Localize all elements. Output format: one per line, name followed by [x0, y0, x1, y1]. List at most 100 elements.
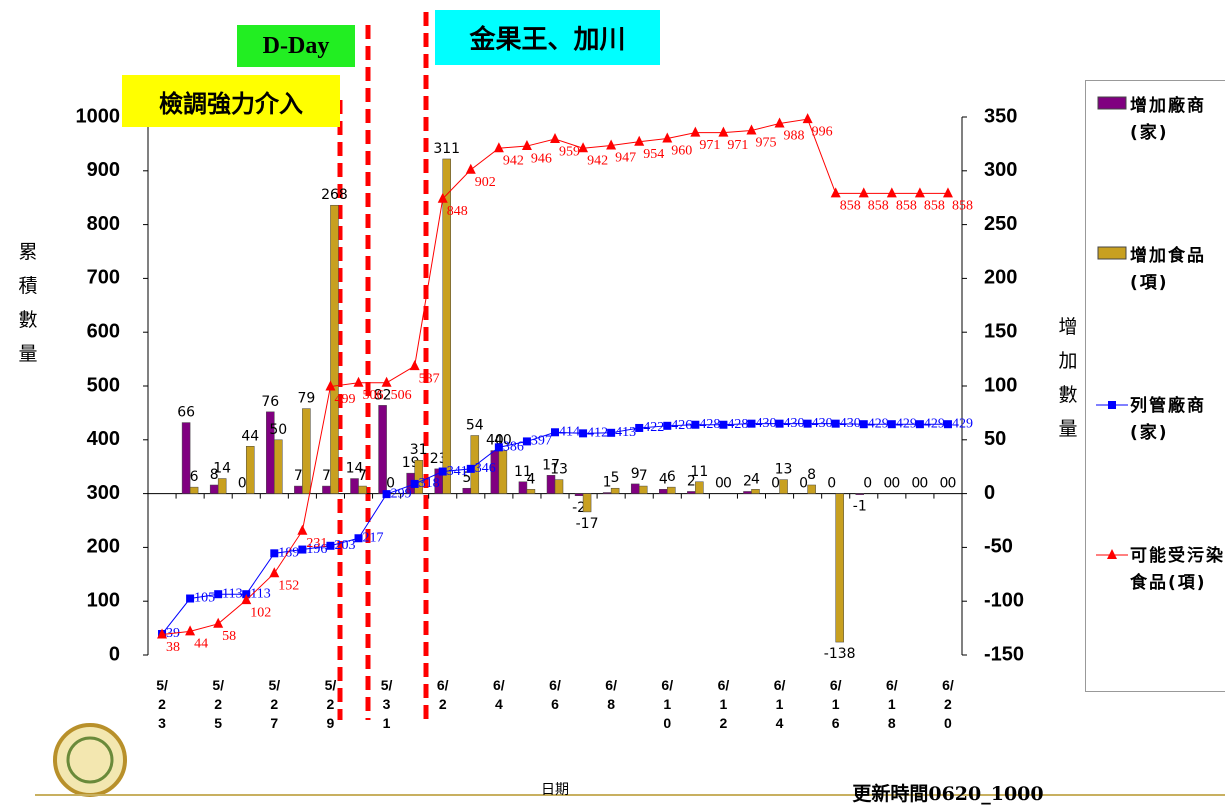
x-tick-label: 5/31	[381, 676, 393, 733]
data-label: 397	[531, 434, 552, 449]
data-label: 231	[306, 536, 327, 551]
data-label: 318	[419, 476, 440, 491]
data-label: 13	[775, 462, 793, 478]
legend-swatch	[1096, 393, 1130, 413]
data-label: 506	[363, 388, 384, 403]
data-label: 5	[611, 470, 620, 486]
marker	[467, 465, 475, 473]
y2-tick-label: -50	[984, 536, 1013, 558]
data-label: 113	[222, 586, 242, 601]
legend-swatch	[1096, 543, 1130, 563]
marker	[523, 437, 531, 445]
legend-label: 列管廠商(家)	[1130, 393, 1225, 447]
bar	[808, 485, 816, 494]
x-tick-label: 5/29	[324, 676, 336, 733]
bar	[463, 488, 471, 493]
data-label: 428	[699, 417, 720, 432]
data-label: 44	[194, 637, 208, 652]
bar	[575, 494, 583, 496]
data-label: 7	[294, 468, 303, 484]
update-time: 更新時間0620_1000	[852, 782, 1043, 805]
data-label: 299	[391, 486, 412, 501]
data-label: 0	[919, 476, 928, 492]
data-label: 386	[503, 440, 524, 455]
data-label: 506	[391, 388, 412, 403]
bar	[330, 205, 338, 493]
bar	[210, 485, 218, 494]
data-label: 311	[433, 141, 460, 157]
data-label: 4	[751, 471, 760, 487]
y2-tick-label: 0	[984, 482, 995, 504]
marker	[831, 187, 841, 197]
y2-tick-label: 50	[984, 428, 1006, 450]
bar	[836, 494, 844, 642]
marker	[634, 136, 644, 146]
bar	[190, 487, 198, 493]
legend-item: 增加食品(項)	[1096, 243, 1225, 297]
data-label: 4	[526, 471, 535, 487]
data-label: 429	[924, 416, 945, 431]
legend: 增加廠商(家)增加食品(項)列管廠商(家)可能受污染食品(項)	[1085, 80, 1225, 692]
data-label: 7	[639, 468, 648, 484]
data-label: 902	[475, 175, 496, 190]
data-label: 429	[952, 416, 973, 431]
bar	[246, 446, 254, 493]
y2-tick-label: 300	[984, 159, 1017, 181]
x-axis-title: 日期	[541, 782, 569, 798]
marker	[494, 142, 504, 152]
y2-axis-title: 增加數量	[1058, 310, 1078, 446]
bar	[667, 487, 675, 493]
data-label: 341	[447, 464, 468, 479]
data-label: 203	[334, 538, 355, 553]
data-label: 217	[363, 530, 384, 545]
data-label: 988	[784, 129, 805, 144]
data-label: 105	[194, 591, 215, 606]
data-label: 428	[727, 417, 748, 432]
marker	[495, 443, 503, 451]
data-label: 413	[615, 425, 636, 440]
marker	[803, 113, 813, 123]
data-label: 0	[771, 476, 780, 492]
data-label: 189	[278, 546, 299, 561]
swatch	[1098, 247, 1126, 259]
marker	[887, 187, 897, 197]
data-label: 858	[840, 199, 861, 214]
y2-tick-label: 250	[984, 213, 1017, 235]
data-label: 6	[667, 469, 676, 485]
page: {"chart_data": {"type": "combo", "catego…	[0, 0, 1225, 810]
x-tick-label: 6/2	[437, 676, 449, 714]
data-label: 430	[840, 416, 861, 431]
x-tick-label: 6/6	[549, 676, 561, 714]
data-label: 346	[475, 461, 496, 476]
data-label: 14	[213, 461, 231, 477]
data-label: 38	[166, 640, 180, 655]
legend-item: 列管廠商(家)	[1096, 393, 1225, 447]
data-label: 8	[807, 467, 816, 483]
x-tick-label: 6/14	[774, 676, 786, 733]
data-label: 858	[952, 199, 973, 214]
data-label: 152	[278, 578, 299, 593]
marker	[270, 549, 278, 557]
data-label: -138	[824, 646, 856, 662]
marker	[607, 429, 615, 437]
annotation: 金果王、加川	[435, 10, 660, 65]
x-tick-label: 6/10	[661, 676, 673, 733]
marker	[411, 480, 419, 488]
marker	[663, 422, 671, 430]
swatch-marker	[1107, 549, 1117, 559]
marker	[297, 525, 307, 535]
marker	[888, 420, 896, 428]
data-label: 6	[190, 469, 199, 485]
bar	[780, 480, 788, 494]
bar	[743, 491, 751, 493]
y-tick-label: 900	[87, 159, 120, 181]
data-label: 31	[410, 442, 428, 458]
marker	[550, 133, 560, 143]
data-label: 858	[896, 199, 917, 214]
data-label: 7	[358, 468, 367, 484]
x-tick-label: 6/12	[717, 676, 729, 733]
x-tick-label: 6/20	[942, 676, 954, 733]
data-label: 66	[177, 405, 195, 421]
legend-label: 可能受污染食品(項)	[1130, 543, 1225, 597]
x-tick-label: 6/8	[605, 676, 617, 714]
